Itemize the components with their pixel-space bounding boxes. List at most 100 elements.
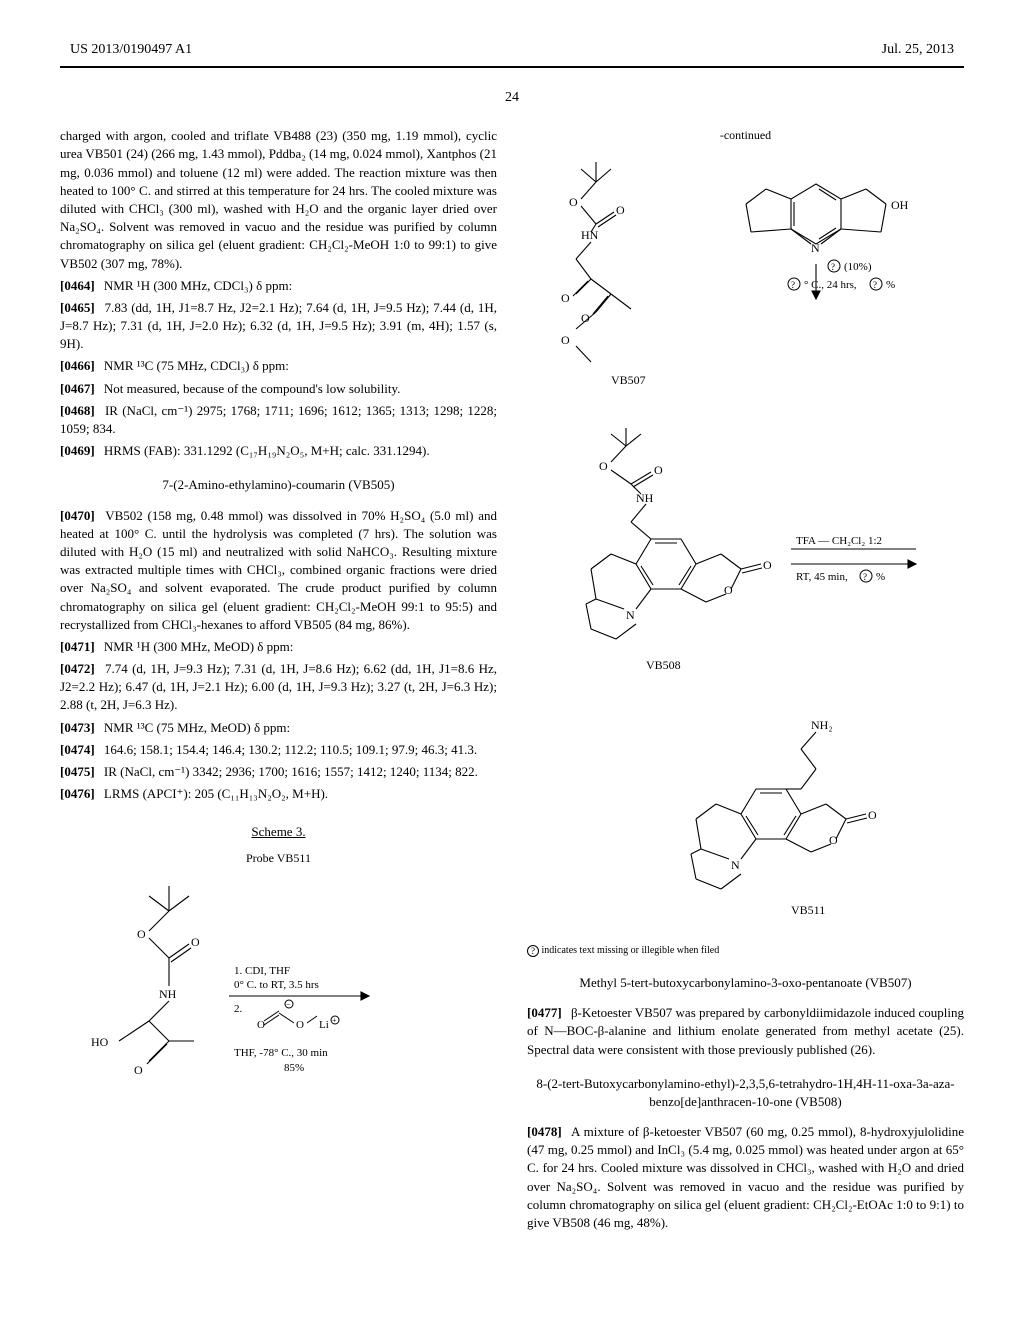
para-0475: [0475] IR (NaCl, cm⁻¹) 3342; 2936; 1700;… bbox=[60, 763, 497, 781]
heading-vb507: Methyl 5-tert-butoxycarbonylamino-3-oxo-… bbox=[527, 974, 964, 992]
rxn1-line4: THF, -78° C., 30 min bbox=[234, 1047, 328, 1059]
para-num: [0475] bbox=[60, 764, 101, 779]
chem-struct-vb507-julolidine: N OH O O HN bbox=[536, 154, 956, 414]
para-text: Not measured, because of the compound's … bbox=[104, 381, 400, 396]
svg-text:O: O bbox=[296, 1019, 304, 1031]
para-text: 7.83 (dd, 1H, J1=8.7 Hz, J2=2.1 Hz); 7.6… bbox=[60, 300, 497, 351]
svg-text:NH₂: NH₂ bbox=[811, 718, 833, 732]
svg-text:O: O bbox=[134, 1063, 143, 1077]
svg-text:NH: NH bbox=[636, 491, 654, 505]
para-num: [0470] bbox=[60, 508, 101, 523]
svg-text:OH: OH bbox=[891, 198, 909, 212]
para-text: VB502 (158 mg, 0.48 mmol) was dissolved … bbox=[60, 508, 497, 632]
para-0472: [0472] 7.74 (d, 1H, J=9.3 Hz); 7.31 (d, … bbox=[60, 660, 497, 715]
svg-text:?: ? bbox=[791, 280, 795, 290]
para-num: [0466] bbox=[60, 358, 101, 373]
scheme3-label: Scheme 3. bbox=[60, 823, 497, 841]
svg-text:O: O bbox=[654, 463, 663, 477]
para-0465: [0465] 7.83 (dd, 1H, J1=8.7 Hz, J2=2.1 H… bbox=[60, 299, 497, 354]
qmark-icon: ? bbox=[527, 945, 539, 957]
para-0471: [0471] NMR ¹H (300 MHz, MeOD) δ ppm: bbox=[60, 638, 497, 656]
svg-text:O: O bbox=[137, 927, 146, 941]
svg-text:O: O bbox=[561, 333, 570, 347]
para-0464: [0464] NMR ¹H (300 MHz, CDCl₃) δ ppm: bbox=[60, 277, 497, 295]
scheme3-sublabel: Probe VB511 bbox=[60, 850, 497, 867]
chem-struct-boc-alanine: O O NH O bbox=[89, 876, 469, 1096]
svg-text:N: N bbox=[811, 241, 820, 255]
para-0476: [0476] LRMS (APCI⁺): 205 (C₁₁H₁₃N₂O₂, M+… bbox=[60, 785, 497, 803]
para-text: HRMS (FAB): 331.1292 (C₁₇H₁₉N₂O₅, M+H; c… bbox=[104, 443, 430, 458]
svg-text:O: O bbox=[868, 808, 877, 822]
svg-text:O: O bbox=[561, 291, 570, 305]
para-0468: [0468] IR (NaCl, cm⁻¹) 2975; 1768; 1711;… bbox=[60, 402, 497, 438]
rxn3-line1: TFA — CH₂Cl₂ 1:2 bbox=[796, 535, 882, 547]
svg-text:?: ? bbox=[831, 262, 835, 272]
svg-text:−: − bbox=[286, 1000, 291, 1009]
para-text: NMR ¹³C (75 MHz, MeOD) δ ppm: bbox=[104, 720, 290, 735]
svg-text:NH: NH bbox=[159, 987, 177, 1001]
para-num: [0476] bbox=[60, 786, 101, 801]
svg-text:O: O bbox=[763, 558, 772, 572]
rxn2-line2: ° C., 24 hrs, bbox=[804, 279, 857, 291]
page-number: 24 bbox=[60, 88, 964, 108]
para-0473: [0473] NMR ¹³C (75 MHz, MeOD) δ ppm: bbox=[60, 719, 497, 737]
para-num: [0469] bbox=[60, 443, 101, 458]
heading-vb505: 7-(2-Amino-ethylamino)-coumarin (VB505) bbox=[60, 476, 497, 494]
footnote-missing: ? indicates text missing or illegible wh… bbox=[527, 944, 964, 958]
para-text: IR (NaCl, cm⁻¹) 3342; 2936; 1700; 1616; … bbox=[104, 764, 478, 779]
svg-text:O: O bbox=[569, 195, 578, 209]
svg-text:HN: HN bbox=[581, 228, 599, 242]
para-num: [0467] bbox=[60, 381, 101, 396]
chem-struct-vb511: NH₂ O bbox=[596, 714, 896, 934]
svg-text:O: O bbox=[257, 1019, 265, 1031]
para-text: NMR ¹H (300 MHz, MeOD) δ ppm: bbox=[104, 639, 293, 654]
rxn1-line2: 0° C. to RT, 3.5 hrs bbox=[234, 979, 319, 991]
vb508-label: VB508 bbox=[646, 658, 681, 672]
svg-text:O: O bbox=[191, 935, 200, 949]
para-0474: [0474] 164.6; 158.1; 154.4; 146.4; 130.2… bbox=[60, 741, 497, 759]
para-num: [0473] bbox=[60, 720, 101, 735]
svg-text:N: N bbox=[731, 858, 740, 872]
para-text: NMR ¹³C (75 MHz, CDCl₃) δ ppm: bbox=[104, 358, 289, 373]
para-num: [0474] bbox=[60, 742, 101, 757]
para-text: LRMS (APCI⁺): 205 (C₁₁H₁₃N₂O₂, M+H). bbox=[104, 786, 328, 801]
svg-text:?: ? bbox=[863, 572, 867, 582]
rxn1-line3: 2. bbox=[234, 1003, 243, 1015]
para-num: [0472] bbox=[60, 661, 101, 676]
svg-text:O: O bbox=[599, 459, 608, 473]
footnote-text: indicates text missing or illegible when… bbox=[542, 945, 720, 956]
svg-text:N: N bbox=[626, 608, 635, 622]
para-text: 7.74 (d, 1H, J=9.3 Hz); 7.31 (d, 1H, J=8… bbox=[60, 661, 497, 712]
para-text: β-Ketoester VB507 was prepared by carbon… bbox=[527, 1005, 964, 1056]
para-0470: [0470] VB502 (158 mg, 0.48 mmol) was dis… bbox=[60, 507, 497, 634]
para-0469: [0469] HRMS (FAB): 331.1292 (C₁₇H₁₉N₂O₅,… bbox=[60, 442, 497, 460]
rxn1-line1: 1. CDI, THF bbox=[234, 965, 290, 977]
vb507-label: VB507 bbox=[611, 373, 646, 387]
para-num: [0464] bbox=[60, 278, 101, 293]
para-text: IR (NaCl, cm⁻¹) 2975; 1768; 1711; 1696; … bbox=[60, 403, 497, 436]
patent-number: US 2013/0190497 A1 bbox=[70, 40, 192, 60]
chem-struct-vb508: O O NH bbox=[536, 424, 956, 704]
para-0467: [0467] Not measured, because of the comp… bbox=[60, 380, 497, 398]
heading-vb508: 8-(2-tert-Butoxycarbonylamino-ethyl)-2,3… bbox=[527, 1075, 964, 1111]
rxn2-line3: % bbox=[886, 279, 895, 291]
para-num: [0477] bbox=[527, 1005, 568, 1020]
header-rule bbox=[60, 66, 964, 68]
para-0478: [0478] A mixture of β-ketoester VB507 (6… bbox=[527, 1123, 964, 1232]
svg-text:Li: Li bbox=[319, 1019, 329, 1031]
header: US 2013/0190497 A1 Jul. 25, 2013 bbox=[60, 40, 964, 60]
para-text: A mixture of β-ketoester VB507 (60 mg, 0… bbox=[527, 1124, 964, 1230]
para-text: NMR ¹H (300 MHz, CDCl₃) δ ppm: bbox=[104, 278, 292, 293]
svg-text:O: O bbox=[829, 833, 838, 847]
para-text: 164.6; 158.1; 154.4; 146.4; 130.2; 112.2… bbox=[104, 742, 477, 757]
para-num: [0468] bbox=[60, 403, 101, 418]
para-0477: [0477] β-Ketoester VB507 was prepared by… bbox=[527, 1004, 964, 1059]
rxn3-line3: % bbox=[876, 571, 885, 583]
para-num: [0471] bbox=[60, 639, 101, 654]
svg-text:O: O bbox=[724, 583, 733, 597]
para-0466: [0466] NMR ¹³C (75 MHz, CDCl₃) δ ppm: bbox=[60, 357, 497, 375]
para-num: [0478] bbox=[527, 1124, 568, 1139]
rxn2-line1: (10%) bbox=[844, 261, 872, 273]
para-intro: charged with argon, cooled and triflate … bbox=[60, 127, 497, 273]
rxn3-line2: RT, 45 min, bbox=[796, 571, 848, 583]
